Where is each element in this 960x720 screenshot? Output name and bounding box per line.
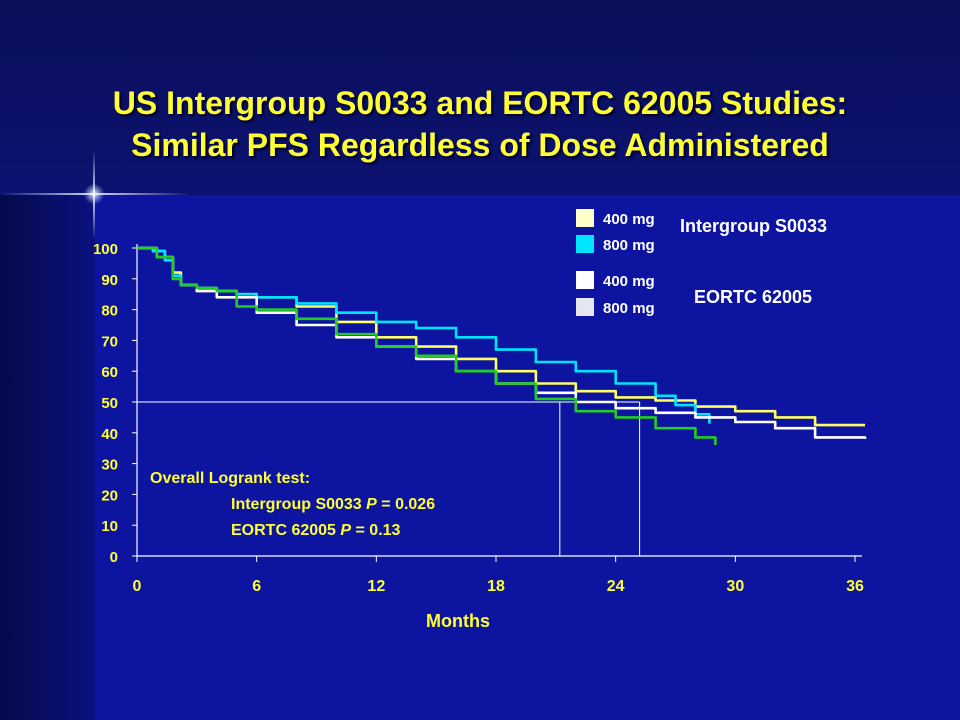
legend-label-ig-400: 400 mg — [603, 211, 655, 228]
annotation-intergroup-label: Intergroup S0033 — [231, 496, 366, 513]
slide-title-line1: US Intergroup S0033 and EORTC 62005 Stud… — [112, 85, 848, 121]
annotation-intergroup-value: = 0.026 — [377, 496, 435, 513]
slide-title: US Intergroup S0033 and EORTC 62005 Stud… — [0, 82, 960, 166]
x-tick-label: 30 — [726, 578, 744, 595]
annotation-heading: Overall Logrank test: — [150, 470, 310, 487]
background-title-band — [0, 0, 960, 195]
survival-curve-series-4 — [137, 246, 717, 446]
legend-group-intergroup: Intergroup S0033 — [680, 216, 827, 236]
y-tick-label: 20 — [101, 487, 118, 504]
annotation-intergroup-result: Intergroup S0033 P = 0.026 — [231, 496, 435, 513]
annotation-eortc-value: = 0.13 — [351, 522, 400, 539]
legend-label-ig-800: 800 mg — [603, 237, 655, 254]
annotation-eortc-result: EORTC 62005 P = 0.13 — [231, 522, 401, 539]
y-tick-label: 10 — [101, 518, 118, 535]
x-tick-label: 36 — [846, 578, 864, 595]
x-tick-label: 0 — [133, 578, 142, 595]
legend-swatch-eortc-400 — [576, 271, 594, 289]
y-tick-label: 30 — [101, 457, 118, 474]
plot-layer: 0 10 20 30 40 50 60 70 80 90 100 0 6 12 18 24 30 36 Months — [93, 241, 867, 631]
survival-curve-series-1 — [137, 246, 865, 427]
y-tick-label: 70 — [101, 333, 118, 350]
legend-label-eortc-800: 800 mg — [603, 300, 655, 317]
legend-swatch-ig-400 — [576, 209, 594, 227]
y-tick-label: 90 — [101, 272, 118, 289]
logrank-annotation: Overall Logrank test: Intergroup S0033 P… — [150, 470, 435, 539]
x-tick-label: 12 — [367, 578, 385, 595]
legend-group-eortc: EORTC 62005 — [694, 287, 812, 307]
y-tick-label: 50 — [101, 395, 118, 412]
x-tick-label: 18 — [487, 578, 505, 595]
y-tick-label: 100 — [93, 241, 118, 258]
slide-title-line2: Similar PFS Regardless of Dose Administe… — [131, 127, 829, 163]
annotation-eortc-p: P — [340, 522, 351, 539]
x-tick-label: 24 — [607, 578, 625, 595]
legend: 400 mg 800 mg Intergroup S0033 400 mg 80… — [576, 209, 827, 317]
survival-curve-series-2 — [137, 246, 711, 424]
y-tick-label: 40 — [101, 426, 118, 443]
background-main-panel — [95, 195, 960, 720]
x-axis-label: Months — [426, 611, 490, 631]
y-tick-label: 80 — [101, 303, 118, 320]
y-tick-label: 60 — [101, 364, 118, 381]
legend-swatch-eortc-800 — [576, 298, 594, 316]
y-tick-label: 0 — [110, 549, 118, 566]
x-tick-label: 6 — [252, 578, 261, 595]
annotation-intergroup-p: P — [366, 496, 377, 513]
legend-label-eortc-400: 400 mg — [603, 273, 655, 290]
annotation-eortc-label: EORTC 62005 — [231, 522, 340, 539]
lens-flare-center — [84, 184, 104, 204]
legend-swatch-ig-800 — [576, 235, 594, 253]
